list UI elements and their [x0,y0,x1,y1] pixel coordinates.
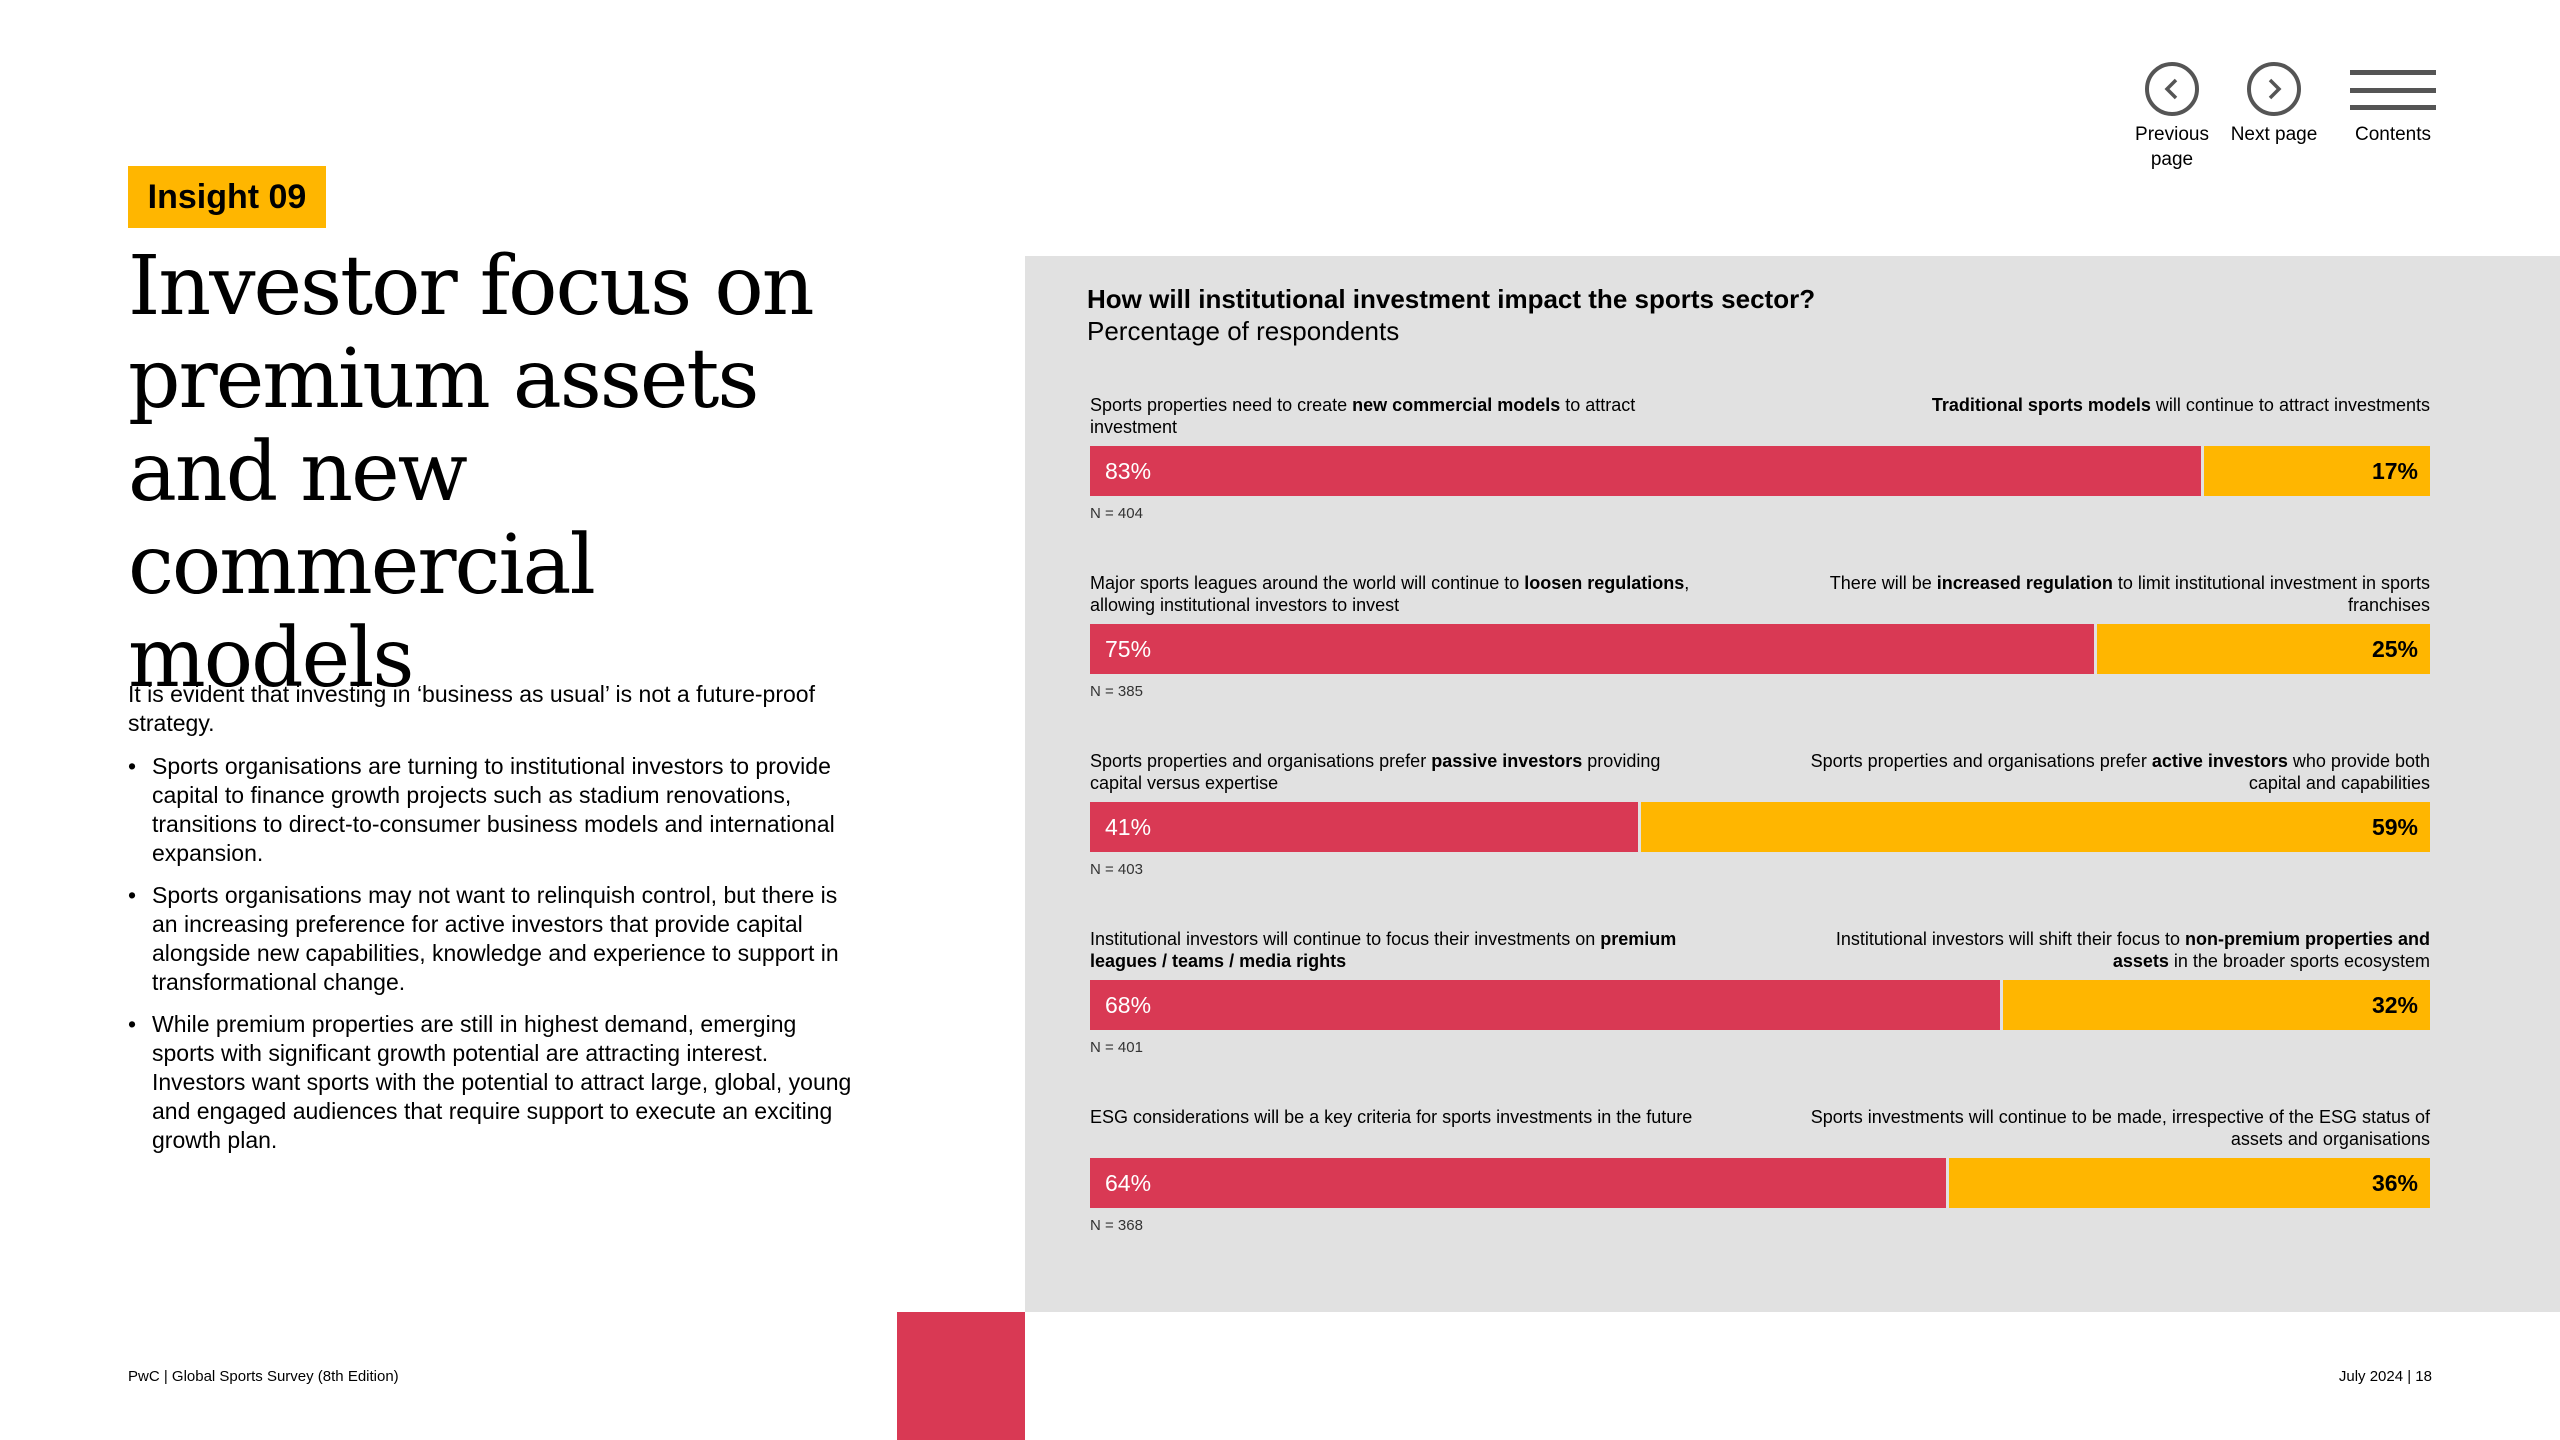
bullet-list: Sports organisations are turning to inst… [128,752,853,1168]
chart-subtitle: Percentage of respondents [1087,316,1400,346]
contents-button[interactable]: Contents [2338,62,2448,147]
menu-icon [2350,62,2436,116]
stacked-bar: 68% 32% [1090,980,2430,1030]
chevron-right-icon [2247,62,2301,116]
bar-segment-left: 41% [1090,802,1638,852]
next-page-button[interactable]: Next page [2219,62,2329,147]
right-statement: Sports investments will continue to be m… [1810,1107,2430,1149]
chart-title: How will institutional investment impact… [1087,284,1816,314]
left-statement: ESG considerations will be a key criteri… [1090,1107,1693,1127]
left-statement: Major sports leagues around the world wi… [1090,573,1690,615]
sample-size-label: N = 403 [1090,861,1143,878]
page-title: Investor focus on premium assets and new… [128,239,815,706]
previous-page-button[interactable]: Previous page [2117,62,2227,172]
left-statement: Sports properties need to create new com… [1090,395,1636,437]
footer-date-page: July 2024 | 18 [2338,1368,2432,1385]
bullet-item: Sports organisations are turning to inst… [128,752,853,868]
contents-label: Contents [2354,124,2432,145]
stacked-bar: 83% 17% [1090,446,2430,496]
bar-segment-right: 17% [2203,446,2430,496]
bar-segment-left: 64% [1090,1158,1947,1208]
stacked-bar: 75% 25% [1090,624,2430,674]
left-statement: Institutional investors will continue to… [1090,929,1677,971]
bar-segment-right: 59% [1640,802,2430,852]
intro-text: It is evident that investing in ‘busines… [128,681,815,736]
chevron-left-icon [2145,62,2199,116]
sample-size-label: N = 368 [1090,1217,1143,1234]
footer-source: PwC | Global Sports Survey (8th Edition) [128,1368,399,1385]
sample-size-label: N = 385 [1090,683,1143,700]
bar-segment-left: 83% [1090,446,2201,496]
insight-tag: Insight 09 [128,166,326,228]
bullet-item: While premium properties are still in hi… [128,1010,853,1155]
decorative-red-block [897,1312,1025,1440]
sample-size-label: N = 401 [1090,1039,1143,1056]
right-statement: Institutional investors will shift their… [1835,929,2430,971]
right-statement: Traditional sports models will continue … [1931,395,2430,415]
next-page-label: Next page [2230,124,2318,145]
bar-segment-right: 36% [1949,1158,2430,1208]
previous-page-label: Previous page [2135,124,2209,170]
stacked-bar: 64% 36% [1090,1158,2430,1208]
bar-segment-right: 25% [2096,624,2430,674]
chart-panel: How will institutional investment impact… [1025,256,2560,1312]
bar-segment-right: 32% [2002,980,2430,1030]
bullet-item: Sports organisations may not want to rel… [128,881,853,997]
right-statement: There will be increased regulation to li… [1829,573,2430,615]
bar-segment-left: 75% [1090,624,2094,674]
bar-segment-left: 68% [1090,980,2000,1030]
right-statement: Sports properties and organisations pref… [1810,751,2430,793]
left-statement: Sports properties and organisations pref… [1090,751,1661,793]
stacked-bar: 41% 59% [1090,802,2430,852]
sample-size-label: N = 404 [1090,505,1143,522]
